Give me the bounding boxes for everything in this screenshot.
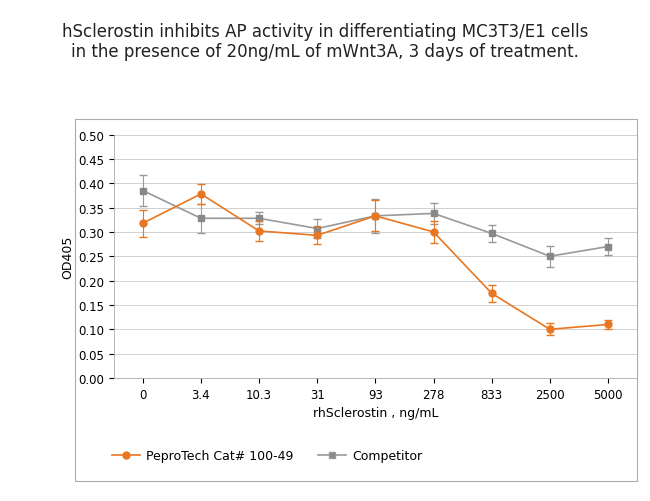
X-axis label: rhSclerostin , ng/mL: rhSclerostin , ng/mL — [313, 406, 438, 419]
Y-axis label: OD405: OD405 — [61, 235, 74, 279]
Legend: PeproTech Cat# 100-49, Competitor: PeproTech Cat# 100-49, Competitor — [107, 444, 427, 467]
Text: hSclerostin inhibits AP activity in differentiating MC3T3/E1 cells
in the presen: hSclerostin inhibits AP activity in diff… — [62, 23, 588, 61]
